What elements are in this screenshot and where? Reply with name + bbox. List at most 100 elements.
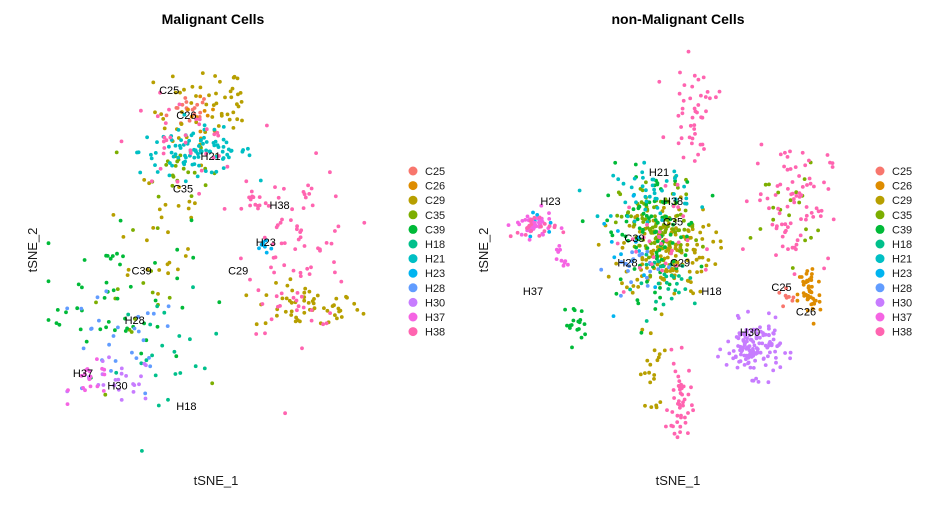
- point-h38: [696, 103, 701, 107]
- point-h38: [680, 106, 685, 111]
- legend-swatch-h28: [408, 283, 418, 293]
- point-c39: [180, 305, 185, 310]
- point-c35: [804, 227, 808, 232]
- point-h28: [145, 311, 150, 316]
- point-c35: [802, 177, 807, 182]
- point-h18: [148, 322, 153, 327]
- point-h38: [774, 226, 779, 231]
- point-c29: [159, 112, 164, 116]
- point-c39: [671, 259, 676, 264]
- point-h38: [680, 111, 685, 116]
- point-h38: [649, 262, 654, 267]
- legend: C25 C26 C29 C35 C39 H18 H21 H23 H28 H30 H37 H38: [408, 166, 445, 339]
- point-h21: [660, 188, 664, 193]
- point-h38: [561, 230, 566, 235]
- point-h23: [611, 314, 616, 318]
- point-c29: [655, 262, 660, 267]
- point-c29: [638, 372, 643, 377]
- point-c29: [214, 101, 219, 106]
- point-h37: [540, 231, 545, 236]
- point-c39: [55, 308, 60, 312]
- point-h30: [766, 380, 771, 385]
- point-h38: [675, 182, 680, 187]
- legend-label-h21: H21: [425, 254, 445, 266]
- point-h21: [658, 211, 663, 216]
- legend-swatch-c35: [408, 210, 418, 220]
- point-h38: [314, 151, 318, 156]
- point-h38: [542, 229, 547, 234]
- point-c35: [171, 174, 176, 179]
- point-h21: [673, 176, 677, 181]
- point-h38: [621, 290, 626, 294]
- point-c26: [205, 113, 210, 118]
- point-h38: [705, 90, 710, 94]
- point-c39: [54, 321, 59, 325]
- cluster-label-h23: H23: [256, 237, 276, 249]
- point-h28: [599, 267, 604, 272]
- point-c39: [579, 335, 584, 340]
- point-c35: [648, 227, 653, 231]
- point-h37: [533, 223, 538, 227]
- point-h21: [226, 147, 231, 152]
- point-h38: [523, 233, 528, 237]
- point-h38: [773, 193, 778, 197]
- point-h30: [737, 331, 742, 335]
- point-h28: [130, 350, 134, 355]
- point-c39: [78, 327, 83, 332]
- point-c39: [123, 316, 127, 321]
- point-h37: [547, 211, 551, 216]
- point-h30: [766, 324, 771, 329]
- point-c35: [644, 180, 648, 185]
- point-h18: [664, 280, 669, 285]
- point-c39: [568, 326, 572, 330]
- point-c39: [655, 253, 659, 258]
- point-h38: [708, 96, 712, 101]
- point-h21: [202, 123, 207, 128]
- point-c35: [141, 281, 146, 285]
- point-c39: [639, 330, 644, 335]
- point-c35: [666, 224, 670, 229]
- point-h30: [773, 349, 777, 354]
- point-h37: [554, 257, 559, 261]
- point-h30: [733, 355, 738, 359]
- point-h30: [143, 396, 148, 401]
- legend-swatch-h30: [408, 297, 418, 307]
- x-axis-label: tSNE_1: [656, 473, 701, 488]
- point-c35: [763, 182, 768, 187]
- point-h37: [84, 368, 88, 372]
- point-h38: [679, 125, 683, 129]
- point-h21: [167, 173, 172, 178]
- point-c39: [623, 234, 628, 239]
- point-h38: [204, 127, 209, 132]
- point-h38: [257, 195, 262, 200]
- point-h38: [669, 347, 674, 352]
- point-c35: [131, 228, 135, 232]
- point-c29: [235, 117, 240, 122]
- point-h37: [95, 384, 100, 389]
- point-h18: [126, 312, 131, 317]
- point-h21: [204, 148, 209, 153]
- point-c29: [643, 371, 647, 375]
- point-h38: [688, 96, 693, 101]
- point-h38: [651, 255, 656, 259]
- point-h38: [155, 114, 160, 119]
- point-h38: [657, 230, 662, 234]
- point-c29: [333, 313, 337, 317]
- point-h38: [254, 332, 259, 336]
- point-c29: [652, 377, 656, 381]
- point-c26: [817, 299, 822, 304]
- legend-label-h23: H23: [892, 268, 912, 280]
- point-h23: [528, 234, 533, 239]
- point-c29: [162, 126, 167, 131]
- point-c29: [678, 195, 683, 200]
- point-h38: [673, 369, 678, 374]
- point-h21: [178, 143, 182, 148]
- point-h18: [688, 276, 693, 280]
- point-c29: [214, 91, 218, 96]
- point-h38: [678, 424, 683, 429]
- point-c26: [805, 294, 810, 298]
- point-c29: [656, 355, 661, 360]
- legend-label-h28: H28: [425, 283, 445, 295]
- point-h30: [747, 333, 752, 338]
- point-h38: [188, 148, 193, 153]
